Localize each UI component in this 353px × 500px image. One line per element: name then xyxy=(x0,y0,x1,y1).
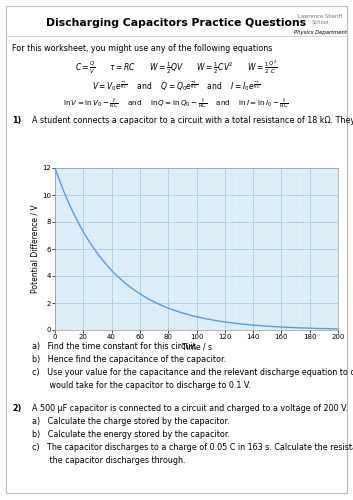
Text: c)   Use your value for the capacitance and the relevant discharge equation to c: c) Use your value for the capacitance an… xyxy=(32,368,353,377)
Text: $\ln V = \ln V_0 - \frac{t}{RC}$$\quad$ and $\quad$$\ln Q = \ln Q_0 - \frac{t}{R: $\ln V = \ln V_0 - \frac{t}{RC}$$\quad$ … xyxy=(63,96,289,110)
Text: Discharging Capacitors Practice Questions: Discharging Capacitors Practice Question… xyxy=(46,18,306,28)
Text: a)   Find the time constant for this circuit.: a) Find the time constant for this circu… xyxy=(32,342,198,351)
Text: For this worksheet, you might use any of the following equations: For this worksheet, you might use any of… xyxy=(12,44,273,53)
Text: Physics Department: Physics Department xyxy=(294,30,346,35)
Text: a)   Calculate the charge stored by the capacitor.: a) Calculate the charge stored by the ca… xyxy=(32,417,229,426)
Text: Lawrence Sheriff
School: Lawrence Sheriff School xyxy=(298,14,342,25)
Text: c)   The capacitor discharges to a charge of 0.05 C in 163 s. Calculate the resi: c) The capacitor discharges to a charge … xyxy=(32,443,353,452)
Text: the capacitor discharges through.: the capacitor discharges through. xyxy=(32,456,185,465)
Text: b)   Hence find the capacitance of the capacitor.: b) Hence find the capacitance of the cap… xyxy=(32,355,226,364)
Text: $V=V_0 e^{\frac{-t}{RC}}$$\quad$ and $\quad$$Q=Q_0 e^{\frac{-t}{RC}}$$\quad$ and: $V=V_0 e^{\frac{-t}{RC}}$$\quad$ and $\q… xyxy=(91,78,261,93)
Text: would take for the capacitor to discharge to 0.1 V.: would take for the capacitor to discharg… xyxy=(32,381,251,390)
X-axis label: Time / s: Time / s xyxy=(181,343,211,352)
Text: $C=\frac{Q}{V}$$\quad\quad \tau=RC \quad\quad$$W=\frac{1}{2}QV \quad\quad$$W=\fr: $C=\frac{Q}{V}$$\quad\quad \tau=RC \quad… xyxy=(74,58,277,76)
FancyBboxPatch shape xyxy=(6,6,347,493)
Text: b)   Calculate the energy stored by the capacitor.: b) Calculate the energy stored by the ca… xyxy=(32,430,230,439)
Text: A student connects a capacitor to a circuit with a total resistance of 18 kΩ. Th: A student connects a capacitor to a circ… xyxy=(32,116,353,125)
Text: 1): 1) xyxy=(12,116,21,125)
Text: 2): 2) xyxy=(12,404,22,413)
Text: A 500 μF capacitor is connected to a circuit and charged to a voltage of 200 V.: A 500 μF capacitor is connected to a cir… xyxy=(32,404,348,413)
Y-axis label: Potential Difference / V: Potential Difference / V xyxy=(30,204,39,294)
